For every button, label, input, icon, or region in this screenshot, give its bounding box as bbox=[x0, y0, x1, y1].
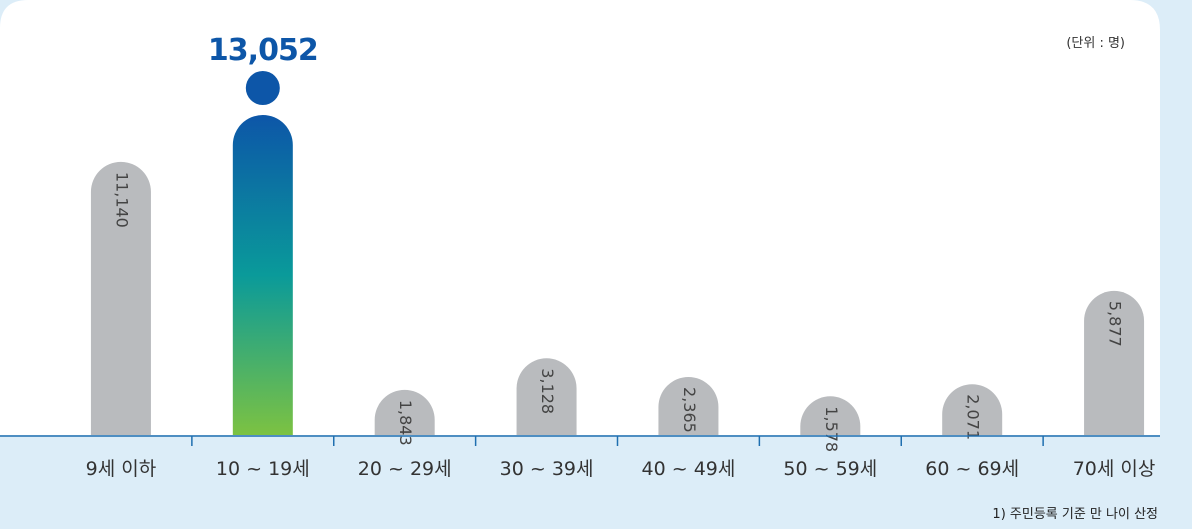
bar-value-label: 5,877 bbox=[1106, 301, 1125, 347]
category-label: 50 ~ 59세 bbox=[783, 458, 877, 480]
category-labels: 9세 이하 10 ~ 19세 20 ~ 29세 30 ~ 39세 40 ~ 49세 50 … bbox=[86, 458, 1156, 480]
bar-value-label: 3,128 bbox=[538, 368, 557, 414]
bar bbox=[374, 389, 435, 435]
footnote: 1) 주민등록 기준 만 나이 산정 bbox=[992, 507, 1158, 522]
category-label: 9세 이하 bbox=[86, 458, 157, 480]
bars-group: 11,140 13,052 1,843 3,128 2,365 1,578 2,071 5,8… bbox=[90, 33, 1145, 452]
bar bbox=[516, 358, 577, 435]
bar-value-label: 1,578 bbox=[822, 406, 841, 452]
category-label: 60 ~ 69세 bbox=[925, 458, 1019, 480]
category-label: 10 ~ 19세 bbox=[216, 458, 310, 480]
category-label: 70세 이상 bbox=[1073, 458, 1156, 480]
highlight-value-label: 13,052 bbox=[208, 33, 318, 68]
person-head-marker bbox=[245, 71, 280, 105]
unit-label: (단위 : 명) bbox=[1066, 36, 1125, 51]
bar bbox=[800, 396, 861, 435]
bar-highlight bbox=[232, 115, 293, 436]
category-label: 30 ~ 39세 bbox=[500, 458, 594, 480]
chart-panel bbox=[0, 0, 1160, 435]
bar bbox=[1084, 290, 1145, 435]
bar bbox=[90, 161, 151, 435]
bar bbox=[658, 377, 719, 435]
x-axis-ticks bbox=[191, 436, 1044, 446]
bar bbox=[942, 384, 1003, 435]
bar-value-label: 2,071 bbox=[964, 394, 983, 440]
bar-value-label: 1,843 bbox=[396, 400, 415, 446]
category-label: 40 ~ 49세 bbox=[642, 458, 736, 480]
category-label: 20 ~ 29세 bbox=[358, 458, 452, 480]
bar-value-label: 2,365 bbox=[680, 387, 699, 433]
bar-value-label: 11,140 bbox=[112, 172, 131, 228]
